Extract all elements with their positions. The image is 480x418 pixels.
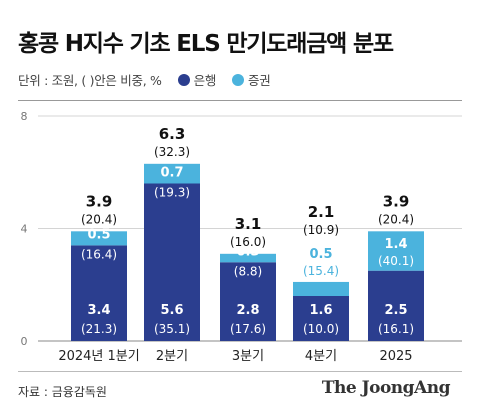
- total-value-label: 6.3: [159, 125, 186, 143]
- brand-logo: The JoongAng: [321, 378, 451, 398]
- bank-share-label: (35.1): [154, 322, 190, 336]
- bar-bank: [71, 245, 127, 341]
- securities-value-label: 0.5: [309, 247, 332, 262]
- y-tick-label: 8: [21, 110, 28, 123]
- bank-value-label: 1.6: [309, 303, 332, 318]
- total-value-label: 3.9: [86, 192, 113, 210]
- securities-share-label: (40.1): [378, 254, 414, 268]
- legend-item-bank: 은행: [177, 70, 217, 89]
- total-share-label: (20.4): [81, 212, 117, 226]
- bar-bank: [368, 270, 424, 341]
- bar-securities: [220, 253, 276, 263]
- bar-securities: [71, 231, 127, 246]
- securities-share-label: (8.8): [234, 264, 262, 278]
- securities-value-label: 0.5: [87, 227, 110, 242]
- bar-bank: [144, 183, 200, 341]
- header-divider: [18, 100, 462, 101]
- legend-label-securities: 증권: [248, 73, 271, 88]
- bar-securities: [293, 281, 349, 296]
- bank-value-label: 2.5: [384, 303, 407, 318]
- total-value-label: 3.1: [235, 215, 262, 233]
- total-share-label: (10.9): [303, 223, 339, 237]
- y-tick-label: 0: [21, 335, 28, 348]
- securities-share-label: (15.4): [303, 264, 339, 278]
- y-tick-label: 4: [21, 223, 28, 236]
- source-note: 자료 : 금융감독원: [18, 385, 107, 399]
- chart-area: 0 4 8 3.4 (21.3) 0.5 (16.4) 3.9 (20.4) 2024년 1분기 5…: [21, 110, 462, 364]
- bar-bank: [293, 296, 349, 341]
- bank-share-label: (16.1): [378, 322, 414, 336]
- legend-swatch-securities: [232, 73, 245, 86]
- x-category-label: 4분기: [305, 349, 337, 364]
- bank-share-label: (21.3): [81, 322, 117, 336]
- legend-swatch-bank: [177, 73, 190, 86]
- footer-divider: [18, 371, 462, 372]
- total-share-label: (32.3): [154, 145, 190, 159]
- bank-share-label: (17.6): [230, 322, 266, 336]
- total-value-label: 2.1: [308, 203, 335, 221]
- securities-value-label: 1.4: [384, 237, 407, 252]
- securities-share-label: (16.4): [81, 247, 117, 261]
- x-category-label: 3분기: [232, 349, 264, 364]
- bank-value-label: 5.6: [160, 303, 183, 318]
- legend-item-securities: 증권: [232, 70, 271, 89]
- x-category-label: 2분기: [156, 349, 188, 364]
- legend-label-bank: 은행: [193, 73, 217, 88]
- bank-value-label: 2.8: [236, 303, 259, 318]
- total-share-label: (20.4): [378, 212, 414, 226]
- chart-title: 홍콩 H지수 기초 ELS 만기도래금액 분포: [18, 31, 394, 57]
- bank-value-label: 3.4: [87, 303, 110, 318]
- total-share-label: (16.0): [230, 235, 266, 249]
- bank-share-label: (10.0): [303, 322, 339, 336]
- x-category-label: 2024년 1분기: [58, 349, 139, 364]
- bar-securities: [144, 163, 200, 184]
- bar-securities: [368, 231, 424, 271]
- unit-note: 단위 : 조원, ( )안은 비중, %: [18, 73, 162, 88]
- x-category-label: 2025: [379, 349, 412, 364]
- subtitle-row: 단위 : 조원, ( )안은 비중, % 은행 증권: [18, 70, 271, 89]
- securities-share-label: (19.3): [154, 186, 190, 200]
- securities-value-label: 0.7: [160, 166, 183, 181]
- securities-value-label: 0.3: [236, 244, 259, 259]
- total-value-label: 3.9: [383, 192, 410, 210]
- bar-bank: [220, 262, 276, 341]
